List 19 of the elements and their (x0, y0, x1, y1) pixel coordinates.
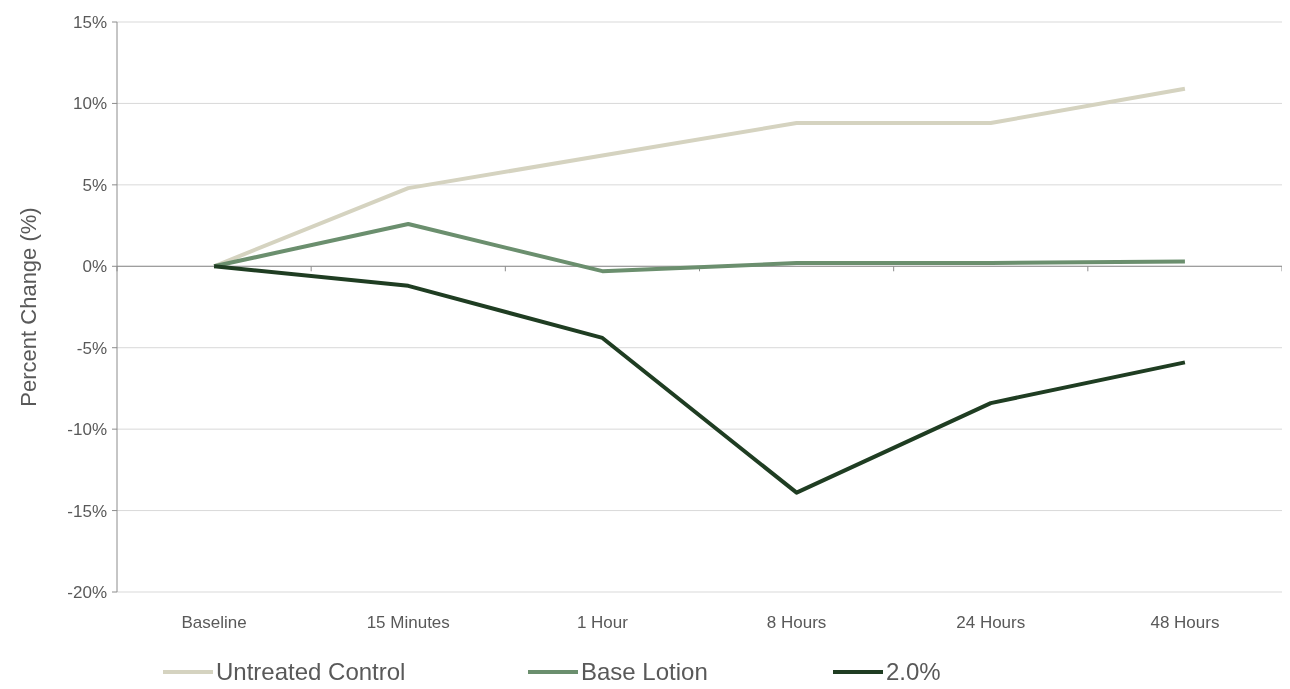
x-tick-label: 1 Hour (576, 613, 629, 632)
y-tick-label: -5% (76, 338, 107, 358)
x-tick-label: 15 Minutes (366, 613, 450, 632)
y-tick-label: 0% (82, 257, 107, 277)
legend-label: Base Lotion (581, 658, 708, 686)
legend-label: Untreated Control (216, 658, 406, 686)
y-tick-label: -15% (67, 501, 107, 521)
y-tick-label: -10% (67, 420, 107, 440)
x-tick-label: 24 Hours (956, 613, 1026, 632)
y-tick-label: 10% (72, 94, 107, 114)
x-tick-label: 48 Hours (1150, 613, 1220, 632)
x-tick-label: Baseline (181, 613, 247, 632)
y-tick-label: 15% (72, 12, 107, 32)
x-tick-label: 8 Hours (766, 613, 827, 632)
y-axis-title: Percent Change (%) (16, 207, 41, 407)
line-series (212, 264, 1187, 495)
y-tick-label: -20% (67, 582, 107, 602)
y-tick-label: 5% (82, 175, 107, 195)
legend-label: 2.0% (886, 658, 941, 686)
